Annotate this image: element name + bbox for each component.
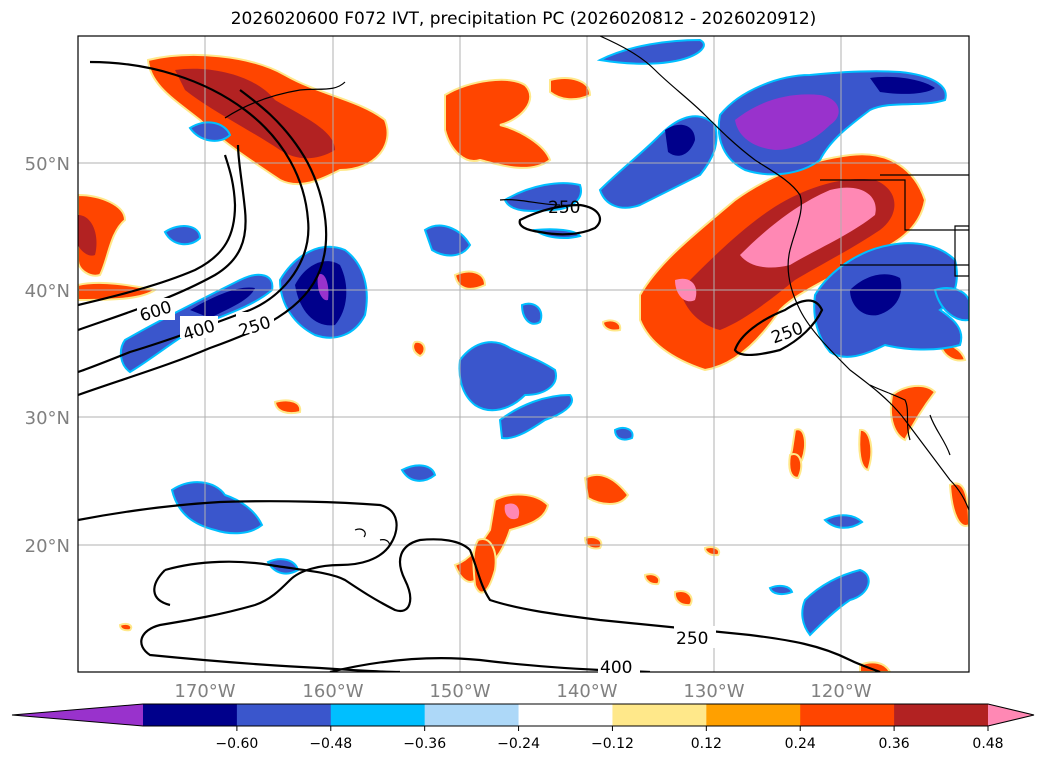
lon-label-140w: 140°W (556, 681, 617, 702)
colorbar-segment (894, 704, 989, 726)
lat-label-50n: 50°N (25, 154, 70, 175)
negative-anomaly (458, 341, 557, 412)
longitude-labels: 170°W 160°W 150°W 140°W 130°W 120°W (174, 681, 871, 702)
negative-anomaly (503, 182, 582, 212)
negative-anomaly (870, 76, 935, 94)
latitude-labels: 50°N 40°N 30°N 20°N (25, 154, 70, 557)
lon-label-120w: 120°W (810, 681, 871, 702)
colorbar-tick-label: 0.24 (785, 736, 816, 752)
colorbar-segment (706, 704, 801, 726)
positive-anomaly (583, 536, 603, 550)
lon-label-170w: 170°W (174, 681, 235, 702)
negative-anomaly (665, 124, 695, 156)
positive-anomaly (788, 453, 803, 480)
colorbar-extend-high (988, 704, 1034, 726)
ivt-contour-labels: 600 400 250 250 250 250 400 (137, 198, 806, 678)
colorbar-tick-label: −0.24 (497, 736, 540, 752)
negative-anomaly (613, 427, 634, 441)
lat-label-40n: 40°N (25, 281, 70, 302)
positive-anomaly (412, 340, 426, 358)
positive-anomaly (118, 622, 133, 632)
lon-label-150w: 150°W (429, 681, 490, 702)
positive-anomaly (740, 187, 876, 268)
negative-anomaly (768, 584, 794, 596)
colorbar-segment (236, 704, 332, 726)
positive-anomaly (78, 193, 127, 277)
map-frame (77, 35, 970, 673)
lat-label-30n: 30°N (25, 408, 70, 429)
negative-anomaly (823, 514, 864, 529)
ivt-contours (78, 60, 881, 672)
contour-label-250-north: 250 (548, 198, 580, 218)
colorbar-tick-label: −0.60 (215, 736, 258, 752)
negative-anomaly (163, 225, 202, 246)
positive-anomaly (859, 661, 892, 672)
lat-label-20n: 20°N (25, 536, 70, 557)
colorbar-segment (424, 704, 520, 726)
positive-anomaly (858, 428, 873, 472)
negative-anomaly (850, 274, 902, 316)
colorbar-segment (800, 704, 895, 726)
negative-anomaly (190, 287, 255, 318)
negative-anomaly (423, 224, 472, 257)
colorbar-segment (330, 704, 426, 726)
colorbar-tick-label: −0.36 (403, 736, 446, 752)
colorbar-tick-label: 0.36 (879, 736, 910, 752)
contour-label-250-south: 250 (676, 629, 708, 649)
positive-anomaly (643, 573, 661, 586)
colorbar-segment (612, 704, 707, 726)
negative-anomaly (596, 38, 705, 65)
positive-anomaly (948, 482, 969, 527)
positive-anomaly (703, 546, 721, 557)
positive-anomaly (889, 384, 937, 442)
positive-anomaly (78, 215, 97, 256)
positive-anomaly (583, 473, 630, 505)
negative-anomaly (735, 94, 839, 150)
positive-anomaly (549, 77, 592, 101)
positive-anomaly (444, 78, 552, 169)
colorbar-extend-low (12, 704, 143, 726)
map-gridlines (78, 36, 969, 672)
lon-label-130w: 130°W (683, 681, 744, 702)
colorbar: −0.60 −0.48 −0.36 −0.24 −0.12 0.12 0.24 0.36 0.4… (11, 703, 1035, 752)
negative-anomaly (801, 568, 870, 637)
positive-anomaly (673, 590, 693, 607)
colorbar-outline (11, 703, 1035, 727)
negative-anomaly (170, 481, 264, 535)
colorbar-tick-label: 0.12 (691, 736, 722, 752)
colorbar-tick-label: −0.12 (591, 736, 634, 752)
coastlines (224, 36, 969, 549)
negative-anomaly (317, 274, 329, 301)
negative-anomaly (933, 287, 969, 322)
negative-anomaly (188, 121, 232, 142)
colorbar-segment (143, 704, 238, 726)
colorbar-segment (518, 704, 613, 726)
colorbar-tick-label: −0.48 (309, 736, 352, 752)
lon-label-160w: 160°W (302, 681, 363, 702)
figure-title: 2026020600 F072 IVT, precipitation PC (2… (230, 9, 817, 29)
negative-anomaly (520, 302, 543, 325)
colorbar-tick-label: 0.48 (972, 736, 1003, 752)
negative-anomaly (400, 464, 437, 482)
positive-anomaly (601, 319, 622, 332)
positive-anomaly (273, 399, 302, 415)
positive-anomaly (504, 503, 520, 520)
contour-label-400-south: 400 (600, 658, 632, 678)
